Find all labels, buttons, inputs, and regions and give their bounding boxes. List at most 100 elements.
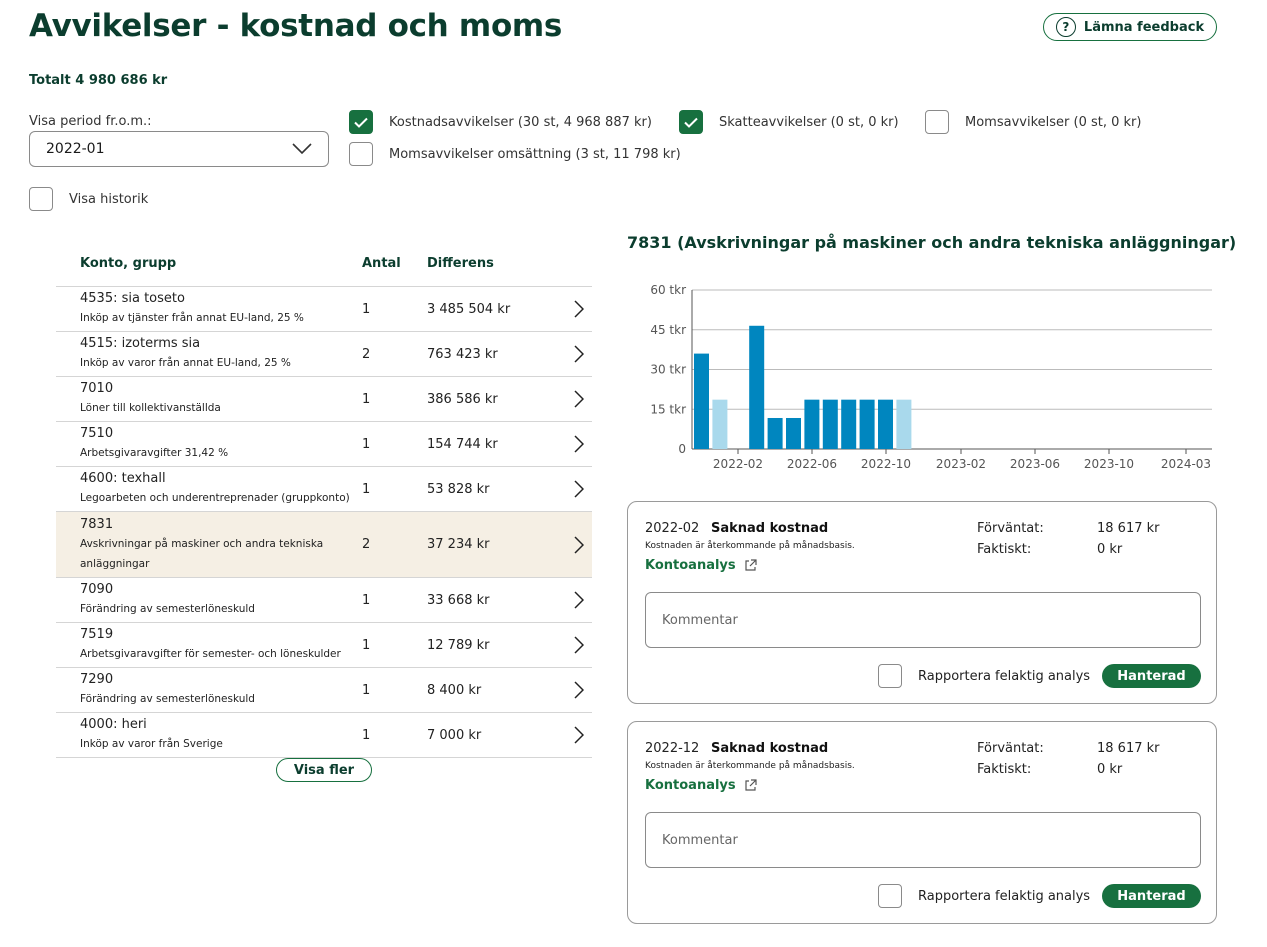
external-link-icon [745,559,757,571]
diff-cell: 763 423 kr [427,346,498,362]
account-analysis-label: Kontoanalys [645,778,736,793]
handled-button[interactable]: Hanterad [1102,884,1201,908]
actual-label: Faktiskt: [977,762,1032,777]
header-count: Antal [362,255,401,271]
table-header: Konto, grupp Antal Differens [56,240,592,287]
table-row[interactable]: 7510 Arbetsgivaravgifter 31,42 % 1 154 744 … [56,422,592,467]
chart-bar [767,417,783,449]
x-tick-label: 2022-10 [861,457,911,471]
count-cell: 1 [362,592,371,608]
handled-button[interactable]: Hanterad [1102,664,1201,688]
y-tick-label: 0 [678,442,686,456]
account-description: Förändring av semesterlöneskuld [80,603,255,615]
account-description: Arbetsgivaravgifter för semester- och lö… [80,648,341,660]
cost-deviations-label: Kostnadsavvikelser (30 st, 4 968 887 kr) [389,114,652,130]
deviations-table: Konto, grupp Antal Differens 4535: sia t… [56,240,592,758]
chart-bar [841,399,857,449]
expected-label: Förväntat: [977,741,1044,756]
count-cell: 1 [362,727,371,743]
show-history-checkbox[interactable]: Visa historik [29,187,148,211]
row-chevron[interactable] [542,345,592,363]
feedback-button[interactable]: ? Lämna feedback [1043,13,1217,41]
show-history-label: Visa historik [69,191,149,207]
chart-bar [786,417,801,449]
tax-deviations-checkbox[interactable]: Skatteavvikelser (0 st, 0 kr) [679,110,899,134]
chevron-right-icon [574,345,584,363]
vat-turnover-checkbox[interactable]: Momsavvikelser omsättning (3 st, 11 798 … [349,142,681,166]
y-tick-label: 45 tkr [650,323,686,337]
diff-cell: 12 789 kr [427,637,490,653]
deviation-card: 2022-12 Saknad kostnad Kostnaden är återko… [627,721,1217,924]
account-name: 7831 [80,516,114,532]
table-row[interactable]: 4000: heri Inköp av varor från Sverige 1 7 … [56,713,592,758]
page-title: Avvikelser - kostnad och moms [29,8,563,44]
row-chevron[interactable] [542,435,592,453]
chevron-right-icon [574,636,584,654]
period-select[interactable]: 2022-01 [29,131,329,167]
table-row[interactable]: 7090 Förändring av semesterlöneskuld 1 33 6… [56,578,592,623]
count-cell: 1 [362,436,371,452]
row-chevron[interactable] [542,726,592,744]
chevron-right-icon [574,535,584,554]
x-tick-label: 2022-02 [713,457,763,471]
account-cell: 4515: izoterms sia Inköp av varor från an… [56,335,362,373]
checkbox-box [349,110,373,134]
report-label: Rapportera felaktig analys [918,668,1091,684]
deviation-description: Kostnaden är återkommande på månadsbasis… [645,761,855,771]
diff-cell: 7 000 kr [427,727,482,743]
chart-bar [822,399,838,449]
row-chevron[interactable] [542,480,592,498]
period-value: 2022-01 [46,141,105,157]
y-tick-label: 15 tkr [650,402,686,416]
diff-cell: 3 485 504 kr [427,301,511,317]
x-tick-label: 2023-10 [1084,457,1134,471]
account-analysis-link[interactable]: Kontoanalys [645,558,757,573]
total-amount: Totalt 4 980 686 kr [29,73,168,88]
tax-deviations-label: Skatteavvikelser (0 st, 0 kr) [719,114,899,130]
row-chevron[interactable] [542,681,592,699]
row-chevron[interactable] [542,300,592,318]
chevron-right-icon [574,480,584,498]
row-chevron[interactable] [542,591,592,609]
checkbox-box [679,110,703,134]
report-incorrect-checkbox[interactable]: Rapportera felaktig analys [878,664,1090,688]
report-label: Rapportera felaktig analys [918,888,1091,904]
chevron-right-icon [574,726,584,744]
table-row[interactable]: 7010 Löner till kollektivanställda 1 386 58… [56,377,592,422]
report-incorrect-checkbox[interactable]: Rapportera felaktig analys [878,884,1090,908]
comment-input[interactable] [645,812,1201,868]
chevron-right-icon [574,681,584,699]
count-cell: 1 [362,682,371,698]
account-name: 7090 [80,582,114,597]
account-description: Förändring av semesterlöneskuld [80,693,255,705]
account-cell: 7510 Arbetsgivaravgifter 31,42 % [56,425,362,463]
table-row[interactable]: 7519 Arbetsgivaravgifter för semester- oc… [56,623,592,668]
table-row[interactable]: 4600: texhall Legoarbeten och underentrep… [56,467,592,512]
feedback-label: Lämna feedback [1083,19,1205,35]
table-row[interactable]: 4515: izoterms sia Inköp av varor från an… [56,332,592,377]
diff-cell: 53 828 kr [427,481,490,497]
checkbox-box [878,664,902,688]
show-more-button[interactable]: Visa fler [276,758,372,782]
account-name: 4535: sia toseto [80,291,185,306]
cost-deviations-checkbox[interactable]: Kostnadsavvikelser (30 st, 4 968 887 kr) [349,110,652,134]
row-chevron[interactable] [542,535,592,554]
period-label: Visa period fr.o.m.: [29,114,152,129]
row-chevron[interactable] [542,636,592,654]
comment-input[interactable] [645,592,1201,648]
vat-deviations-checkbox[interactable]: Momsavvikelser (0 st, 0 kr) [925,110,1141,134]
expected-value: 18 617 kr [1097,521,1160,536]
account-analysis-link[interactable]: Kontoanalys [645,778,757,793]
chevron-right-icon [574,435,584,453]
expected-value: 18 617 kr [1097,741,1160,756]
row-chevron[interactable] [542,390,592,408]
account-description: Inköp av varor från annat EU-land, 25 % [80,357,291,369]
chevron-right-icon [574,591,584,609]
account-name: 4000: heri [80,717,147,732]
table-body: 4535: sia toseto Inköp av tjänster från a… [56,287,592,758]
table-row[interactable]: 4535: sia toseto Inköp av tjänster från a… [56,287,592,332]
table-row[interactable]: 7831 Avskrivningar på maskiner och andra … [56,512,592,578]
table-row[interactable]: 7290 Förändring av semesterlöneskuld 1 8 40… [56,668,592,713]
account-description: Inköp av tjänster från annat EU-land, 25… [80,312,304,324]
account-description: Avskrivningar på maskiner och andra tekn… [80,537,324,570]
